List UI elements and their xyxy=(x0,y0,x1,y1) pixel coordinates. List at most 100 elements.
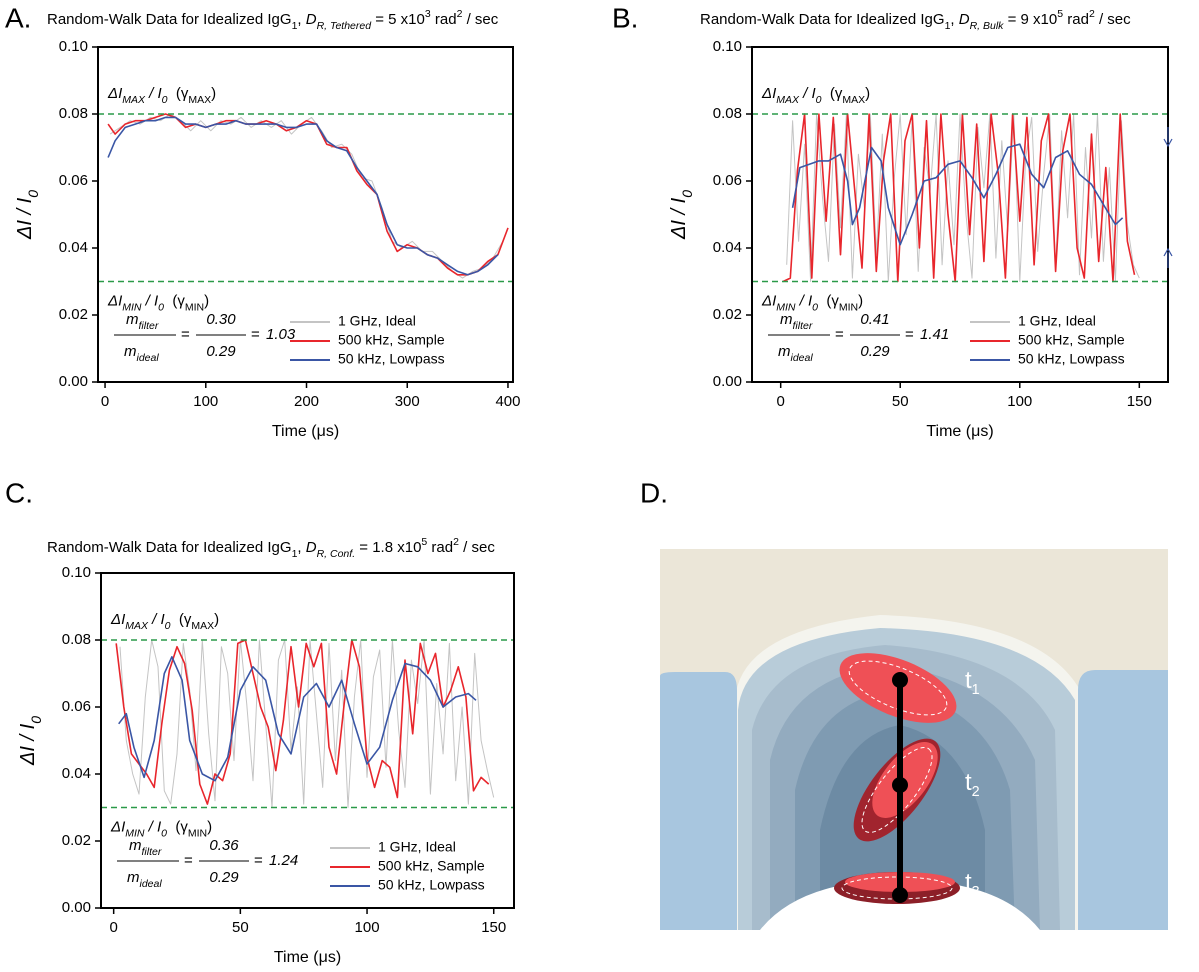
legend-label: 500 kHz, Sample xyxy=(338,332,445,348)
reference-label: ΔIMAX / I0 (γMAX) xyxy=(761,85,870,106)
chart-title-part: 2 xyxy=(1089,8,1095,20)
formula-term-part: filter xyxy=(139,320,159,332)
data-line xyxy=(118,656,477,782)
chart-title-part: Random-Walk Data for Idealized IgG xyxy=(47,539,292,556)
plot-area xyxy=(782,113,1140,283)
legend-label: 1 GHz, Ideal xyxy=(378,839,456,855)
reference-label-part: / I xyxy=(795,292,812,309)
chart-title-part: / sec xyxy=(459,539,495,556)
chart-title-part: D xyxy=(959,11,970,28)
pore-wall xyxy=(1078,670,1168,930)
legend-label: 500 kHz, Sample xyxy=(378,858,485,874)
formula-term-part: ideal xyxy=(791,352,814,364)
reference-label-part: ) xyxy=(204,292,209,309)
chart-title-part: 3 xyxy=(425,8,431,20)
x-tick-label: 50 xyxy=(232,919,249,936)
y-tick-label: 0.06 xyxy=(713,172,742,189)
reference-label-part: MIN xyxy=(185,301,204,313)
formula-term-part: m xyxy=(778,343,791,360)
plot-frame xyxy=(100,572,515,909)
formula-numerator: 0.41 xyxy=(860,311,889,328)
formula-term: mideal xyxy=(124,343,159,364)
reference-label-part: / I xyxy=(144,818,161,835)
position-dot xyxy=(892,887,908,903)
formula-term-part: m xyxy=(127,869,140,886)
formula-result: 1.24 xyxy=(269,852,298,869)
chart-title-part: = 1.8 x10 xyxy=(355,539,421,556)
x-tick-label: 150 xyxy=(481,919,506,936)
chart-title-part: = 5 x10 xyxy=(371,11,425,28)
formula-equals: = xyxy=(254,852,263,869)
reference-label-part: ΔI xyxy=(761,292,776,309)
y-tick-label: 0.08 xyxy=(59,105,88,122)
diagram xyxy=(660,549,1168,930)
reference-label-part: ) xyxy=(207,818,212,835)
reference-label-part: MAX xyxy=(842,94,865,106)
formula-term: mfilter xyxy=(126,311,159,332)
plot-area xyxy=(107,113,509,279)
formula-term-part: m xyxy=(129,837,142,854)
time-label-letter: t xyxy=(965,769,972,796)
formula-denominator: 0.29 xyxy=(206,343,236,360)
chart-title-part: rad xyxy=(431,11,457,28)
formula-term: mfilter xyxy=(129,837,162,858)
chart-title-part: , xyxy=(297,11,305,28)
y-axis-label-part: ΔI / I xyxy=(17,723,39,766)
data-line xyxy=(791,143,1124,246)
legend-label: 1 GHz, Ideal xyxy=(338,313,416,329)
reference-label-part: (γ xyxy=(168,85,189,102)
reference-label-part: (γ xyxy=(818,292,839,309)
panel-label: B. xyxy=(612,2,638,33)
reference-label-part: 0 xyxy=(161,827,167,839)
reference-label-part: MIN xyxy=(122,301,142,313)
chart-title-part: Random-Walk Data for Idealized IgG xyxy=(47,11,292,28)
plot-area xyxy=(115,639,495,808)
particle-surface xyxy=(760,880,1040,930)
data-line xyxy=(782,113,1136,283)
range-arrow xyxy=(1163,127,1173,148)
legend-label: 50 kHz, Lowpass xyxy=(338,351,445,367)
legend-label: 50 kHz, Lowpass xyxy=(1018,351,1125,367)
y-tick-label: 0.10 xyxy=(62,564,91,581)
chart-title: Random-Walk Data for Idealized IgG1, DR,… xyxy=(47,536,495,560)
y-tick-label: 0.10 xyxy=(713,38,742,55)
chart-title-part: 5 xyxy=(421,536,427,548)
x-tick-label: 150 xyxy=(1127,393,1152,410)
x-tick-label: 0 xyxy=(777,393,785,410)
reference-label-part: 0 xyxy=(162,94,168,106)
reference-label-part: / I xyxy=(141,292,158,309)
y-tick-label: 0.04 xyxy=(62,765,91,782)
chart-title: Random-Walk Data for Idealized IgG1, DR,… xyxy=(47,8,499,32)
y-axis-label: ΔI / I0 xyxy=(17,716,43,766)
reference-label-part: (γ xyxy=(171,611,192,628)
chart-title-part: , xyxy=(950,11,958,28)
reference-label: ΔIMIN / I0 (γMIN) xyxy=(107,292,209,313)
reference-label-part: 0 xyxy=(165,620,171,632)
chart-title-part: D xyxy=(306,539,317,556)
reference-label-part: MAX xyxy=(122,94,146,106)
chart-title-part: / sec xyxy=(1095,11,1131,28)
formula-result: 1.41 xyxy=(920,326,949,343)
chart-title-part: rad xyxy=(427,539,453,556)
y-tick-label: 0.10 xyxy=(59,38,88,55)
reference-label-part: ΔI xyxy=(107,292,122,309)
pore-wall xyxy=(660,672,737,930)
reference-label-part: MIN xyxy=(839,301,858,313)
chart-title-part: 1 xyxy=(292,548,298,560)
reference-label-part: MAX xyxy=(125,620,149,632)
reference-label: ΔIMIN / I0 (γMIN) xyxy=(110,818,212,839)
formula-denominator: 0.29 xyxy=(860,343,890,360)
y-tick-label: 0.08 xyxy=(713,105,742,122)
reference-label: ΔIMAX / I0 (γMAX) xyxy=(110,611,219,632)
chart-title-part: 2 xyxy=(453,536,459,548)
time-label-index: 3 xyxy=(972,884,980,900)
y-tick-label: 0.00 xyxy=(59,373,88,390)
chart-title: Random-Walk Data for Idealized IgG1, DR,… xyxy=(700,8,1131,32)
reference-label-part: (γ xyxy=(822,85,843,102)
reference-label-part: ) xyxy=(858,292,863,309)
reference-label-part: ΔI xyxy=(761,85,776,102)
reference-label-part: ) xyxy=(865,85,870,102)
time-label: t3 xyxy=(965,869,980,899)
x-tick-label: 100 xyxy=(355,919,380,936)
